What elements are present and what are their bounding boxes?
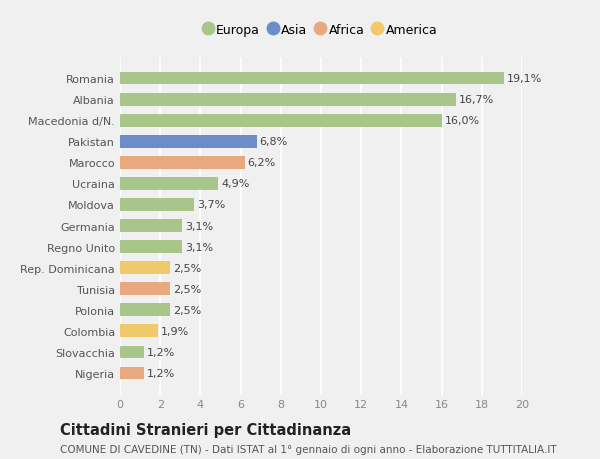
Bar (120, 220, 182, 232)
Text: 1,9%: 1,9% (161, 326, 190, 336)
Bar (120, 367, 144, 380)
Text: 1,2%: 1,2% (147, 347, 175, 357)
Text: Cittadini Stranieri per Cittadinanza: Cittadini Stranieri per Cittadinanza (60, 422, 351, 437)
Legend: Europa, Asia, Africa, America: Europa, Asia, Africa, America (201, 20, 441, 40)
Text: 2,5%: 2,5% (173, 284, 202, 294)
Text: 16,0%: 16,0% (445, 116, 480, 126)
Bar (120, 283, 170, 296)
Bar (120, 73, 504, 85)
Bar (120, 346, 144, 358)
Bar (120, 94, 455, 106)
Bar (120, 115, 442, 127)
Text: 2,5%: 2,5% (173, 263, 202, 273)
Text: 6,8%: 6,8% (260, 137, 288, 147)
Bar (120, 136, 257, 148)
Text: 3,1%: 3,1% (185, 221, 214, 231)
Bar (120, 178, 218, 190)
Bar (120, 199, 194, 211)
Bar (120, 304, 170, 316)
Bar (120, 325, 158, 337)
Text: COMUNE DI CAVEDINE (TN) - Dati ISTAT al 1° gennaio di ogni anno - Elaborazione T: COMUNE DI CAVEDINE (TN) - Dati ISTAT al … (60, 444, 557, 454)
Bar (120, 157, 245, 169)
Text: 16,7%: 16,7% (458, 95, 494, 105)
Text: 1,2%: 1,2% (147, 368, 175, 378)
Text: 19,1%: 19,1% (507, 74, 542, 84)
Bar (120, 241, 182, 253)
Text: 2,5%: 2,5% (173, 305, 202, 315)
Text: 3,1%: 3,1% (185, 242, 214, 252)
Text: 6,2%: 6,2% (248, 158, 276, 168)
Text: 3,7%: 3,7% (197, 200, 226, 210)
Text: 4,9%: 4,9% (221, 179, 250, 189)
Bar (120, 262, 170, 274)
